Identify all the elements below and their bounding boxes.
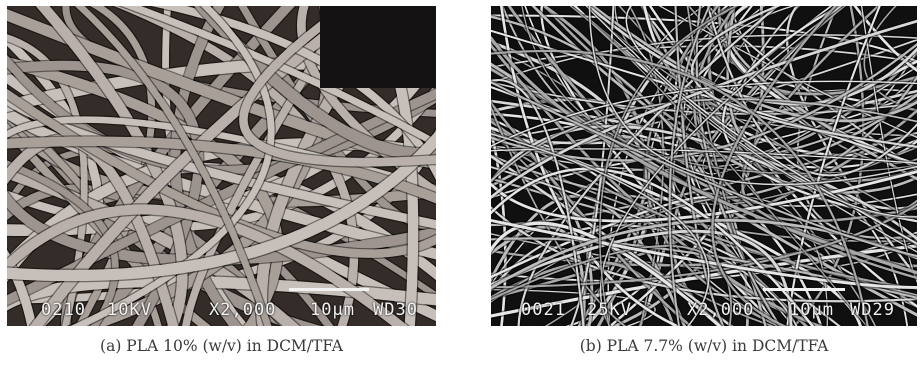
fiber (625, 6, 917, 245)
fiber (170, 6, 242, 326)
fiber (356, 6, 419, 326)
fiber (717, 6, 917, 96)
fiber (706, 6, 917, 172)
fiber (691, 6, 917, 148)
sem-databar-b: 0021 25KV X2,000 10µm WD29 (491, 284, 917, 326)
fiber (75, 6, 156, 326)
fiber (491, 126, 862, 326)
fiber (702, 6, 917, 175)
sem-scale-label-a: 10µm (310, 300, 355, 320)
fiber (517, 6, 780, 326)
fiber (586, 6, 917, 106)
caption-b: (b) PLA 7.7% (w/v) in DCM/TFA (579, 337, 829, 355)
fiber (614, 6, 917, 253)
sem-voltage-a: 10KV (107, 300, 152, 320)
fiber (521, 6, 917, 174)
fiber (70, 6, 275, 326)
fiber (491, 167, 815, 326)
fiber (239, 6, 436, 167)
fiber (491, 260, 675, 326)
sem-wd-b: WD29 (850, 300, 895, 320)
fiber (585, 6, 917, 218)
fiber (569, 6, 615, 326)
fiber (491, 98, 917, 183)
fiber (491, 62, 917, 317)
fiber (491, 29, 917, 166)
fiber (491, 35, 917, 275)
fiber (491, 206, 917, 303)
fiber (491, 101, 693, 326)
sem-scale-label-b: 10µm (789, 300, 834, 320)
fiber (599, 6, 739, 326)
sem-databar-a: 0210 10KV X2,000 10µm WD30 (7, 284, 436, 326)
fiber (491, 19, 917, 200)
fiber (491, 134, 651, 326)
fiber (491, 148, 917, 164)
caption-a: (a) PLA 10% (w/v) in DCM/TFA (100, 337, 343, 355)
sem-magnification-b: X2,000 (687, 300, 755, 320)
fiber (600, 6, 843, 326)
sem-wd-a: WD30 (373, 300, 418, 320)
fiber (491, 79, 585, 326)
fiber (569, 6, 868, 326)
fiber (491, 221, 722, 326)
fiber (741, 6, 917, 223)
fiber (7, 191, 436, 266)
fiber (711, 6, 837, 326)
fiber (491, 133, 710, 326)
sem-magnification-a: X2,000 (209, 300, 277, 320)
sem-micrograph-b: 0021 25KV X2,000 10µm WD29 (491, 6, 917, 326)
fiber (724, 6, 917, 169)
sem-inset-dark (320, 6, 436, 88)
sem-scalebar-a (289, 288, 369, 291)
fiber (590, 6, 917, 123)
fiber (491, 218, 917, 290)
fiber (74, 6, 272, 326)
sem-scalebar-b (763, 288, 845, 291)
fiber (644, 6, 782, 326)
fiber (491, 81, 917, 257)
fiber (491, 166, 798, 326)
fiber (491, 245, 732, 326)
fiber (674, 6, 725, 326)
sem-id-a: 0210 (41, 300, 86, 320)
sem-voltage-b: 25KV (587, 300, 632, 320)
fiber (491, 231, 917, 283)
fiber (491, 218, 917, 289)
fiber (722, 6, 917, 223)
fiber (708, 6, 917, 112)
fiber (491, 105, 627, 326)
fiber (491, 80, 917, 147)
fiber (501, 6, 917, 162)
fiber (861, 6, 917, 284)
fiber (7, 204, 409, 326)
fiber (588, 6, 917, 223)
fiber (7, 249, 37, 326)
fiber (491, 170, 917, 223)
sem-id-b: 0021 (521, 300, 566, 320)
fiber (491, 34, 917, 85)
fiber (7, 136, 436, 204)
fiber (588, 6, 917, 186)
fiber (500, 6, 680, 326)
fiber (491, 225, 586, 326)
fiber (853, 6, 917, 72)
sem-micrograph-a: 0210 10KV X2,000 10µm WD30 (7, 6, 436, 326)
fiber (491, 127, 776, 326)
fiber (491, 49, 869, 326)
fiber (668, 6, 711, 326)
